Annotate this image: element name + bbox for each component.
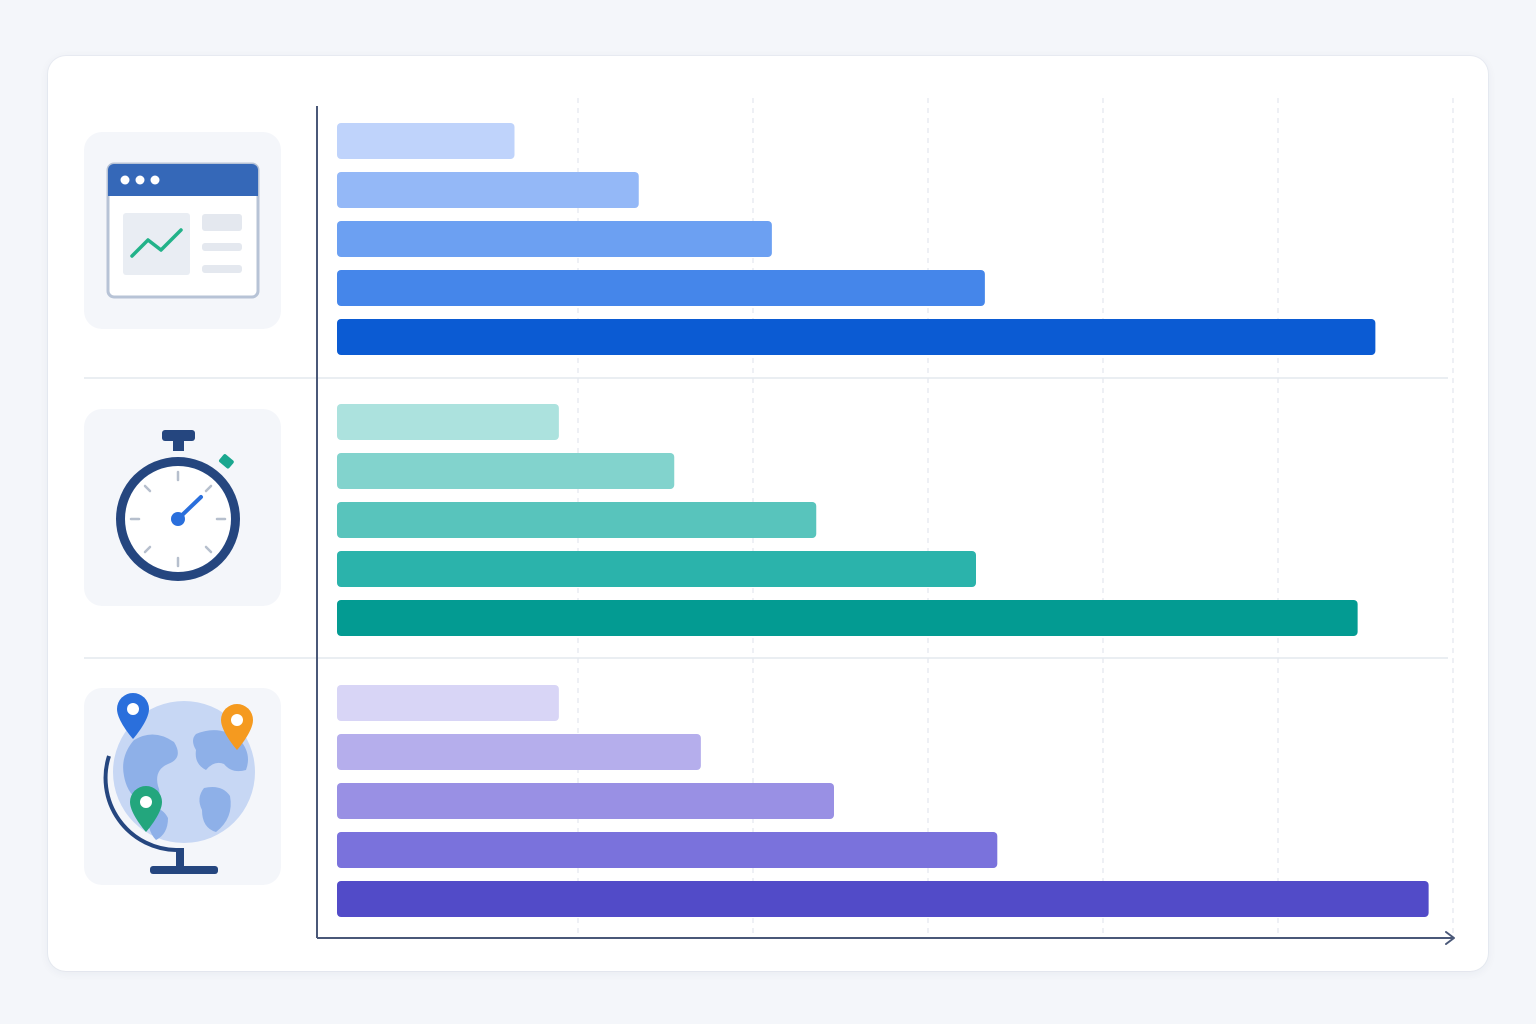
globe-tile bbox=[84, 688, 281, 885]
bar-chart bbox=[84, 98, 1455, 945]
dashboard-window-icon bbox=[106, 162, 260, 299]
bar-group-3-1 bbox=[337, 685, 559, 721]
bar-group-3-5 bbox=[337, 881, 1429, 917]
bar-group-2-2 bbox=[337, 453, 675, 489]
bar-group-1-1 bbox=[337, 123, 515, 159]
bar-group-2-5 bbox=[337, 600, 1358, 636]
globe-location-icon bbox=[103, 693, 255, 874]
bar-group-3-2 bbox=[337, 734, 701, 770]
bar-group-3-3 bbox=[337, 783, 834, 819]
chart-card bbox=[48, 56, 1488, 971]
dashboard-tile bbox=[84, 132, 281, 329]
bar-group-2-1 bbox=[337, 404, 559, 440]
bar-group-1-4 bbox=[337, 270, 985, 306]
bar-group-1-2 bbox=[337, 172, 639, 208]
x-axis-arrow bbox=[1445, 931, 1455, 945]
bar-group-1-5 bbox=[337, 319, 1376, 355]
bar-group-2-3 bbox=[337, 502, 817, 538]
bar-group-2-4 bbox=[337, 551, 976, 587]
bar-group-3-4 bbox=[337, 832, 998, 868]
stopwatch-tile bbox=[84, 409, 281, 606]
stopwatch-icon bbox=[116, 430, 240, 581]
bar-group-1-3 bbox=[337, 221, 772, 257]
